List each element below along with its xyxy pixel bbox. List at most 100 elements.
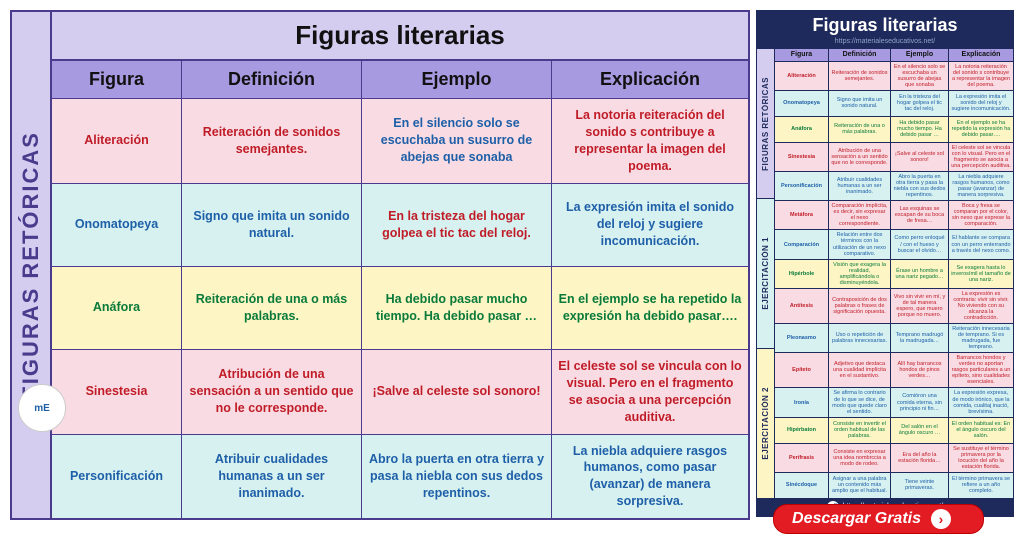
sidecard-cell-figura: Sinécdoque bbox=[775, 473, 829, 498]
sidecard-group-labels: FIGURAS RETÓRICAS EJERCITACIÓN 1 EJERCITAC… bbox=[757, 48, 775, 498]
sidecard-subtitle: https://materialeseducativos.net/ bbox=[757, 38, 1013, 48]
sidecard-cell-figura: Hipérbole bbox=[775, 260, 829, 288]
sidecard-group-label: EJERCITACIÓN 1 bbox=[757, 198, 775, 348]
sidecard-col-header: Explicación bbox=[949, 49, 1013, 61]
sidecard-cell-ejemplo: Comióron una comida eterna, sin principi… bbox=[891, 388, 949, 416]
sidecard: Figuras literarias https://materialesedu… bbox=[756, 10, 1014, 517]
sidecard-cell-figura: Onomatopeya bbox=[775, 91, 829, 116]
sidecard-cell-ejemplo: Érase un hombre a una nariz pegado… bbox=[891, 260, 949, 288]
sidecard-cell-definicion: Atribuir cualidades humanas a un ser ina… bbox=[829, 172, 891, 200]
sidecard-group-label-text: EJERCITACIÓN 2 bbox=[761, 387, 770, 460]
sidecard-cell-definicion: Comparación implícita, es decir, sin exp… bbox=[829, 201, 891, 229]
col-header-explicacion: Explicación bbox=[552, 61, 748, 98]
col-header-figura: Figura bbox=[52, 61, 182, 98]
sidecard-body: FIGURAS RETÓRICAS EJERCITACIÓN 1 EJERCITAC… bbox=[757, 48, 1013, 498]
sidecard-cell-explicacion: Se exagera hasta lo inverosímil el tamañ… bbox=[949, 260, 1013, 288]
arrow-right-icon: › bbox=[931, 509, 951, 529]
sidecard-cell-explicacion: Se sustituye el término primavera por la… bbox=[949, 444, 1013, 472]
sidecard-cell-ejemplo: Era del año la estación florida… bbox=[891, 444, 949, 472]
cell-definicion: Atribución de una sensación a un sentido… bbox=[182, 350, 362, 434]
sidecard-row: PleonasmoUso o repetición de palabras in… bbox=[775, 323, 1013, 352]
table-row: AliteraciónReiteración de sonidos semeja… bbox=[52, 99, 748, 184]
sidecard-cell-figura: Antítesis bbox=[775, 289, 829, 323]
cell-definicion: Reiteración de sonidos semejantes. bbox=[182, 99, 362, 183]
cell-figura: Aliteración bbox=[52, 99, 182, 183]
sidecard-cell-explicacion: El orden habitual es: En el ángulo oscur… bbox=[949, 418, 1013, 443]
sidecard-cell-explicacion: La expresión imita el sonido del reloj y… bbox=[949, 91, 1013, 116]
sidecard-row: PersonificaciónAtribuir cualidades human… bbox=[775, 171, 1013, 200]
cell-explicacion: La expresión imita el sonido del reloj y… bbox=[552, 184, 748, 266]
sidecard-header-row: FiguraDefiniciónEjemploExplicación bbox=[775, 48, 1013, 61]
sidecard-cell-ejemplo: Ha debido pasar mucho tiempo. Ha debido … bbox=[891, 117, 949, 142]
sidecard-cell-explicacion: Barrancos hondos y verdes no aportan ras… bbox=[949, 353, 1013, 387]
sidecard-cell-ejemplo: Como perro enloqué / con el hueso y busc… bbox=[891, 230, 949, 258]
sidecard-cell-figura: Anáfora bbox=[775, 117, 829, 142]
sidecard-row: PerífrasisConsiste en expresar una idea … bbox=[775, 443, 1013, 472]
sidecard-cell-explicacion: El hablante se compara con un perro ente… bbox=[949, 230, 1013, 258]
sidecard-col-header: Ejemplo bbox=[891, 49, 949, 61]
main-table-card: FIGURAS RETÓRICAS Figuras literarias Fig… bbox=[10, 10, 750, 520]
sidecard-cell-definicion: Signo que imita un sonido natural. bbox=[829, 91, 891, 116]
sidecard-cell-figura: Comparación bbox=[775, 230, 829, 258]
sidecard-cell-ejemplo: Temprano madrugó la madrugada… bbox=[891, 324, 949, 352]
sidecard-cell-definicion: Uso o repetición de palabras innecesaria… bbox=[829, 324, 891, 352]
sidecard-cell-ejemplo: En el silencio solo se escuchaba un susu… bbox=[891, 62, 949, 90]
sidecard-cell-ejemplo: Abro la puerta en otra tierra y pasa la … bbox=[891, 172, 949, 200]
sidecard-col-header: Figura bbox=[775, 49, 829, 61]
sidecard-group-label: EJERCITACIÓN 2 bbox=[757, 348, 775, 498]
sidecard-cell-explicacion: Boca y fresa se comparan por el color, s… bbox=[949, 201, 1013, 229]
cell-ejemplo: Ha debido pasar mucho tiempo. Ha debido … bbox=[362, 267, 552, 349]
sidecard-cell-figura: Sinestesia bbox=[775, 143, 829, 171]
sidecard-cell-ejemplo: ¡Salve al celeste sol sonoro! bbox=[891, 143, 949, 171]
sidecard-cell-definicion: Consiste en expresar una idea nombrccia … bbox=[829, 444, 891, 472]
cell-figura: Sinestesia bbox=[52, 350, 182, 434]
sidecard-row: OnomatopeyaSigno que imita un sonido nat… bbox=[775, 90, 1013, 116]
table-row: SinestesiaAtribución de una sensación a … bbox=[52, 350, 748, 435]
sidecard-cell-figura: Personificación bbox=[775, 172, 829, 200]
sidecard-row: AliteraciónReiteración de sonidos semeja… bbox=[775, 61, 1013, 90]
sidecard-cell-figura: Metáfora bbox=[775, 201, 829, 229]
sidecard-cell-explicacion: Reiteración innecesaria de temprano. Si … bbox=[949, 324, 1013, 352]
main-rows-container: AliteraciónReiteración de sonidos semeja… bbox=[52, 99, 748, 518]
table-row: PersonificaciónAtribuir cualidades human… bbox=[52, 435, 748, 519]
sidecard-cell-definicion: Consiste en invertir el orden habitual d… bbox=[829, 418, 891, 443]
cell-definicion: Reiteración de una o más palabras. bbox=[182, 267, 362, 349]
sidecard-cell-explicacion: El celeste sol se vincula con lo visual.… bbox=[949, 143, 1013, 171]
col-header-definicion: Definición bbox=[182, 61, 362, 98]
sidecard-cell-figura: Aliteración bbox=[775, 62, 829, 90]
sidecard-title: Figuras literarias bbox=[757, 11, 1013, 38]
sidecard-cell-ejemplo: Tiene veinte primaveras. bbox=[891, 473, 949, 498]
sidecard-cell-explicacion: La expresión es contraria: vivir sin viv… bbox=[949, 289, 1013, 323]
sidecard-cell-definicion: Visión que exagera la realidad, amplific… bbox=[829, 260, 891, 288]
main-title: Figuras literarias bbox=[52, 12, 748, 61]
sidecard-row: AntítesisContraposición de dos palabras … bbox=[775, 288, 1013, 323]
sidecard-cell-explicacion: El término primavera se refiere a un año… bbox=[949, 473, 1013, 498]
sidecard-cell-ejemplo: Vivo sin vivir en mí, y de tal manera es… bbox=[891, 289, 949, 323]
sidecard-group-label-text: FIGURAS RETÓRICAS bbox=[761, 77, 770, 171]
download-button[interactable]: Descargar Gratis › bbox=[773, 504, 984, 534]
cell-explicacion: En el ejemplo se ha repetido la expresió… bbox=[552, 267, 748, 349]
sidecard-cell-ejemplo: En la tristeza del hogar golpea el tic t… bbox=[891, 91, 949, 116]
logo-text: mE bbox=[34, 403, 50, 414]
sidecard-row: SinécdoqueAsignar a una palabra un conte… bbox=[775, 472, 1013, 498]
sidecard-cell-explicacion: La niebla adquiere rasgos humanos, como … bbox=[949, 172, 1013, 200]
col-header-ejemplo: Ejemplo bbox=[362, 61, 552, 98]
cell-figura: Anáfora bbox=[52, 267, 182, 349]
sidecard-row: EpítetoAdjetivo que destaca una cualidad… bbox=[775, 352, 1013, 387]
sidecard-cell-definicion: Reiteración de una o más palabras. bbox=[829, 117, 891, 142]
sidecard-cell-ejemplo: Allí hay barrancos hondos de pinos verde… bbox=[891, 353, 949, 387]
cell-figura: Onomatopeya bbox=[52, 184, 182, 266]
sidecard-group-label: FIGURAS RETÓRICAS bbox=[757, 48, 775, 198]
main-header-row: Figura Definición Ejemplo Explicación bbox=[52, 61, 748, 99]
cell-definicion: Signo que imita un sonido natural. bbox=[182, 184, 362, 266]
cell-explicacion: La notoria reiteración del sonido s cont… bbox=[552, 99, 748, 183]
logo-badge: mE bbox=[18, 384, 66, 432]
sidecard-cell-definicion: Atribución de una sensación a un sentido… bbox=[829, 143, 891, 171]
sidecard-cell-explicacion: La notoria reiteración del sonido s cont… bbox=[949, 62, 1013, 90]
sidecard-table: FiguraDefiniciónEjemploExplicaciónAliter… bbox=[775, 48, 1013, 498]
sidecard-row: IroníaSe afirma lo contrario de lo que s… bbox=[775, 387, 1013, 416]
sidecard-cell-definicion: Adjetivo que destaca una cualidad implíc… bbox=[829, 353, 891, 387]
sidecard-row: MetáforaComparación implícita, es decir,… bbox=[775, 200, 1013, 229]
sidecard-cell-figura: Perífrasis bbox=[775, 444, 829, 472]
cell-figura: Personificación bbox=[52, 435, 182, 519]
